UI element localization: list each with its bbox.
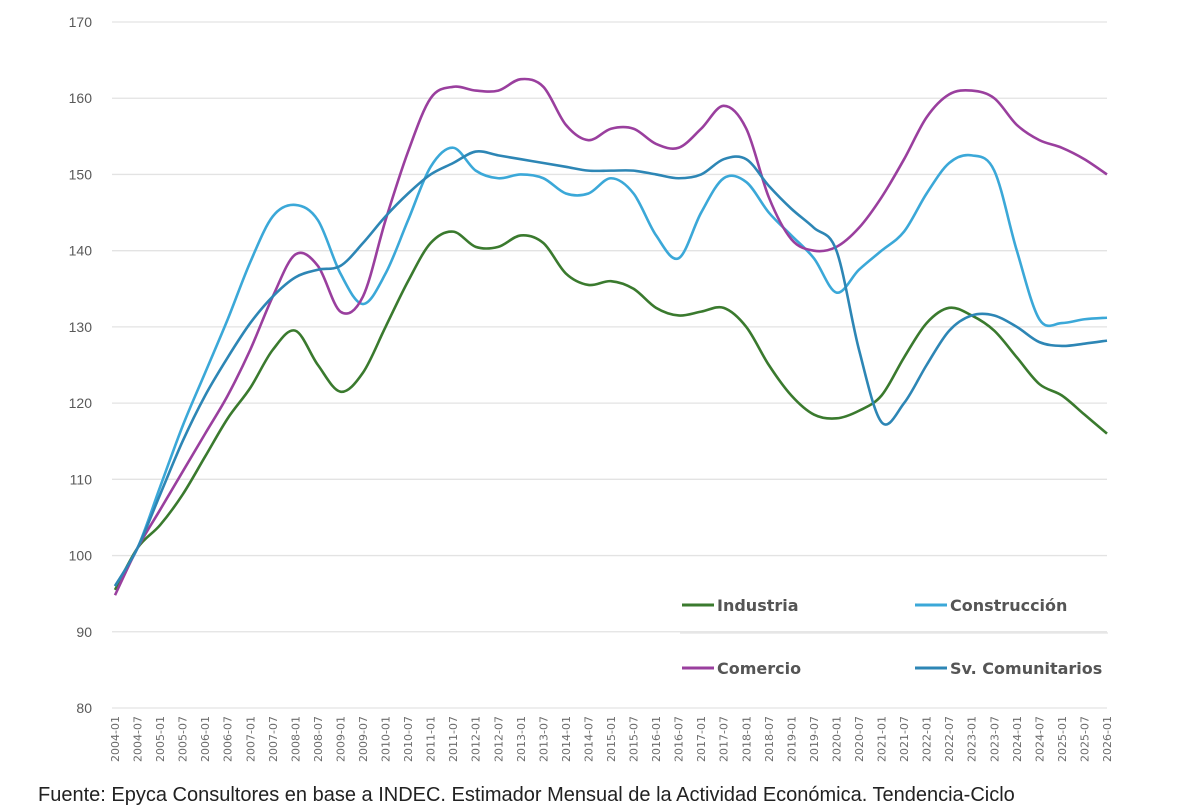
- x-tick-label: 2021-07: [898, 716, 911, 762]
- x-tick-label: 2010-07: [402, 716, 415, 762]
- x-tick-label: 2017-01: [695, 716, 708, 762]
- gridlines: [112, 21, 1107, 709]
- y-tick-label: 150: [69, 166, 93, 182]
- series-line-construcci-n: [113, 146, 1108, 587]
- x-tick-label: 2024-07: [1033, 716, 1046, 762]
- legend-label: Comercio: [717, 659, 801, 678]
- x-tick-label: 2016-07: [673, 716, 686, 762]
- x-tick-label: 2004-01: [109, 716, 122, 762]
- y-axis: 80 90 100 110 120 130 140 150 160 170: [69, 14, 93, 716]
- x-axis: 2004-01 2004-07 2005-01 2005-07 2006-01 2006-…: [109, 716, 1114, 762]
- x-tick-label: 2011-01: [425, 716, 438, 762]
- x-tick-label: 2026-01: [1101, 716, 1114, 762]
- series-lines: [113, 77, 1108, 596]
- x-tick-label: 2020-01: [830, 716, 843, 762]
- legend-label: Construcción: [950, 596, 1067, 615]
- y-tick-label: 140: [69, 243, 93, 259]
- x-tick-label: 2023-01: [966, 716, 979, 762]
- x-tick-label: 2008-01: [289, 716, 302, 762]
- x-tick-label: 2017-07: [718, 716, 731, 762]
- x-tick-label: 2019-01: [785, 716, 798, 762]
- x-tick-label: 2007-07: [267, 716, 280, 762]
- y-tick-label: 170: [69, 14, 93, 30]
- series-line-industria: [113, 230, 1108, 591]
- y-tick-label: 130: [69, 319, 93, 335]
- x-tick-label: 2009-07: [357, 716, 370, 762]
- x-tick-label: 2023-07: [988, 716, 1001, 762]
- x-tick-label: 2004-07: [132, 716, 145, 762]
- x-tick-label: 2014-01: [560, 716, 573, 762]
- x-tick-label: 2019-07: [808, 716, 821, 762]
- x-tick-label: 2011-07: [447, 716, 460, 762]
- y-tick-label: 110: [70, 471, 93, 487]
- legend-label: Sv. Comunitarios: [950, 659, 1102, 678]
- x-tick-label: 2018-07: [763, 716, 776, 762]
- x-tick-label: 2005-07: [177, 716, 190, 762]
- x-tick-label: 2009-01: [334, 716, 347, 762]
- x-tick-label: 2022-01: [921, 716, 934, 762]
- legend-label: Industria: [717, 596, 799, 615]
- x-tick-label: 2015-01: [605, 716, 618, 762]
- y-tick-label: 80: [76, 700, 92, 716]
- y-tick-label: 160: [69, 90, 93, 106]
- x-tick-label: 2015-07: [628, 716, 641, 762]
- x-tick-label: 2014-07: [582, 716, 595, 762]
- x-tick-label: 2010-01: [380, 716, 393, 762]
- x-tick-label: 2024-01: [1011, 716, 1024, 762]
- x-tick-label: 2013-07: [537, 716, 550, 762]
- x-tick-label: 2012-01: [470, 716, 483, 762]
- series-line-sv-comunitarios: [113, 150, 1108, 587]
- x-tick-label: 2005-01: [154, 716, 167, 762]
- x-tick-label: 2006-07: [222, 716, 235, 762]
- source-note: Fuente: Epyca Consultores en base a INDE…: [38, 784, 1015, 806]
- x-tick-label: 2007-01: [244, 716, 257, 762]
- x-tick-label: 2012-07: [492, 716, 505, 762]
- y-tick-label: 100: [69, 548, 93, 564]
- x-tick-label: 2018-01: [740, 716, 753, 762]
- x-tick-label: 2025-07: [1078, 716, 1091, 762]
- x-tick-label: 2022-07: [943, 716, 956, 762]
- x-tick-label: 2006-01: [199, 716, 212, 762]
- legend: Industria Construcción Comercio Sv. Comunit…: [680, 596, 1108, 678]
- x-tick-label: 2013-01: [515, 716, 528, 762]
- x-tick-label: 2021-01: [876, 716, 889, 762]
- y-tick-label: 90: [76, 624, 92, 640]
- y-tick-label: 120: [69, 395, 93, 411]
- series-line-comercio: [113, 77, 1108, 596]
- x-tick-label: 2008-07: [312, 716, 325, 762]
- x-tick-label: 2020-07: [853, 716, 866, 762]
- x-tick-label: 2025-01: [1056, 716, 1069, 762]
- x-tick-label: 2016-01: [650, 716, 663, 762]
